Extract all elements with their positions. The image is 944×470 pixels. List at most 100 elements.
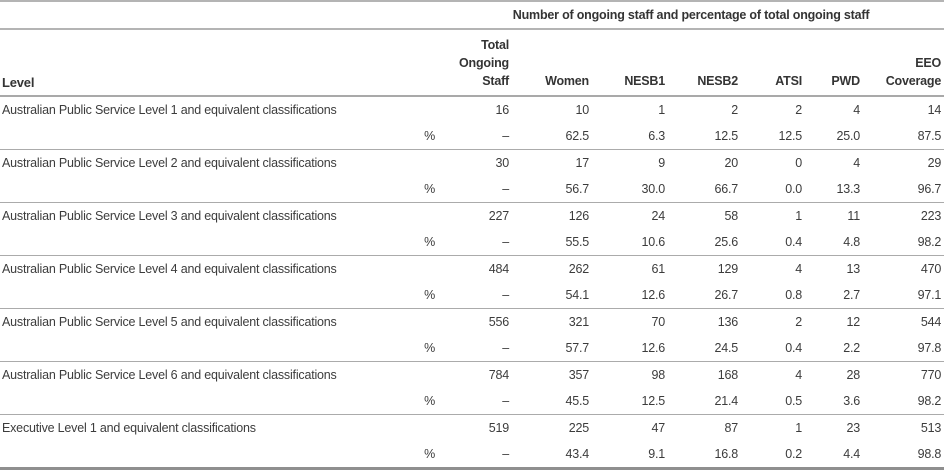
- percent-symbol-cell: [406, 256, 438, 283]
- percent-value-cell: 16.8: [668, 441, 741, 470]
- count-value-cell: 357: [568, 368, 589, 382]
- table-row-counts: Executive Level 1 and equivalent classif…: [0, 415, 944, 442]
- percent-symbol-cell: %: [406, 123, 438, 150]
- count-value-cell: 11: [847, 209, 860, 223]
- count-value-cell: 0: [795, 156, 802, 170]
- count-value-cell: 223: [920, 209, 942, 223]
- table-row-counts: Australian Public Service Level 1 and eq…: [0, 96, 944, 123]
- count-value-cell: 24: [651, 209, 665, 223]
- col-header-nesb2: NESB2: [668, 29, 741, 97]
- col-header-nesb1: NESB1: [592, 29, 668, 97]
- level-cell-empty: [0, 123, 406, 150]
- count-value-cell: 1: [795, 421, 802, 435]
- count-value-cell: 470: [920, 262, 942, 276]
- percent-symbol-cell: [406, 415, 438, 442]
- column-header-row: Level Total Ongoing Staff Women NESB1 NE…: [0, 29, 944, 97]
- count-value-cell: 14: [927, 103, 942, 117]
- table-row-percents: % –45.5 12.5 21.4 0.5 3.6 98.2: [0, 388, 944, 415]
- count-value-cell: 17: [575, 156, 589, 170]
- percent-symbol-cell: %: [406, 441, 438, 470]
- percent-value-cell: 2.2: [805, 335, 863, 362]
- level-cell-empty: [0, 388, 406, 415]
- percent-value-cell: –: [438, 335, 512, 362]
- spanner-spacer: [0, 0, 438, 30]
- count-value-cell: 2: [795, 315, 802, 329]
- count-value-cell: 16: [495, 103, 509, 117]
- percent-symbol-cell: [406, 150, 438, 177]
- count-value-cell: 30: [495, 156, 509, 170]
- count-value-cell: 12: [846, 315, 860, 329]
- percent-value-cell: 26.7: [668, 282, 741, 309]
- percent-value-cell: 97.8: [863, 335, 944, 362]
- count-value-cell: 70: [651, 315, 665, 329]
- percent-symbol-cell: [406, 203, 438, 230]
- level-cell-empty: [0, 441, 406, 470]
- count-value-cell: 770: [920, 368, 942, 382]
- count-value-cell: 784: [488, 368, 509, 382]
- percent-value-cell: 25.6: [668, 229, 741, 256]
- level-cell: Australian Public Service Level 1 and eq…: [2, 103, 337, 117]
- col-header-level: Level: [0, 29, 438, 97]
- table-row-counts: Australian Public Service Level 6 and eq…: [0, 362, 944, 389]
- table-row-percents: % –62.5 6.3 12.5 12.5 25.0 87.5: [0, 123, 944, 150]
- percent-value-cell: 0.8: [741, 282, 805, 309]
- percent-value-cell: 0.0: [741, 176, 805, 203]
- count-value-cell: 1: [658, 103, 665, 117]
- percent-value-cell: 55.5: [512, 229, 592, 256]
- table-row-counts: Australian Public Service Level 5 and eq…: [0, 309, 944, 336]
- table-row-counts: Australian Public Service Level 3 and eq…: [0, 203, 944, 230]
- level-cell: Australian Public Service Level 6 and eq…: [2, 368, 337, 382]
- count-value-cell: 1: [795, 209, 802, 223]
- count-value-cell: 58: [724, 209, 738, 223]
- count-value-cell: 47: [651, 421, 665, 435]
- table-row-counts: Australian Public Service Level 2 and eq…: [0, 150, 944, 177]
- count-value-cell: 556: [488, 315, 509, 329]
- percent-value-cell: 10.6: [592, 229, 668, 256]
- percent-value-cell: 97.1: [863, 282, 944, 309]
- percent-value-cell: 62.5: [512, 123, 592, 150]
- percent-symbol-cell: [406, 309, 438, 336]
- percent-value-cell: 21.4: [668, 388, 741, 415]
- percent-value-cell: 0.4: [741, 335, 805, 362]
- percent-value-cell: 4.8: [805, 229, 863, 256]
- percent-value-cell: 13.3: [805, 176, 863, 203]
- percent-value-cell: 12.6: [592, 282, 668, 309]
- percent-value-cell: 30.0: [592, 176, 668, 203]
- percent-value-cell: 0.4: [741, 229, 805, 256]
- percent-symbol-cell: %: [406, 176, 438, 203]
- spanner-row: Number of ongoing staff and percentage o…: [0, 0, 944, 30]
- count-value-cell: 87: [724, 421, 738, 435]
- count-value-cell: 227: [488, 209, 509, 223]
- count-value-cell: 484: [488, 262, 509, 276]
- count-value-cell: 10: [575, 103, 589, 117]
- table-body: Australian Public Service Level 1 and eq…: [0, 96, 944, 470]
- col-header-atsi: ATSI: [741, 29, 805, 97]
- table-row-percents: % –56.7 30.0 66.7 0.0 13.3 96.7: [0, 176, 944, 203]
- table-row-percents: % –57.7 12.6 24.5 0.4 2.2 97.8: [0, 335, 944, 362]
- col-header-total-ongoing-staff: Total Ongoing Staff: [438, 29, 512, 97]
- col-header-women: Women: [512, 29, 592, 97]
- percent-value-cell: 9.1: [592, 441, 668, 470]
- count-value-cell: 262: [568, 262, 589, 276]
- table-row-percents: % –54.1 12.6 26.7 0.8 2.7 97.1: [0, 282, 944, 309]
- count-value-cell: 2: [731, 103, 738, 117]
- percent-value-cell: 56.7: [512, 176, 592, 203]
- level-cell: Australian Public Service Level 4 and eq…: [2, 262, 337, 276]
- percent-value-cell: 57.7: [512, 335, 592, 362]
- table-head: Number of ongoing staff and percentage o…: [0, 0, 944, 97]
- percent-value-cell: 4.4: [805, 441, 863, 470]
- count-value-cell: 519: [488, 421, 509, 435]
- col-header-pwd: PWD: [805, 29, 863, 97]
- table-row-counts: Australian Public Service Level 4 and eq…: [0, 256, 944, 283]
- percent-value-cell: 12.5: [741, 123, 805, 150]
- percent-value-cell: 66.7: [668, 176, 741, 203]
- table-row-percents: % –55.5 10.6 25.6 0.4 4.8 98.2: [0, 229, 944, 256]
- count-value-cell: 544: [920, 315, 942, 329]
- percent-symbol-cell: %: [406, 388, 438, 415]
- level-cell: Australian Public Service Level 5 and eq…: [2, 315, 337, 329]
- percent-value-cell: –: [438, 441, 512, 470]
- count-value-cell: 20: [724, 156, 738, 170]
- percent-value-cell: 43.4: [512, 441, 592, 470]
- percent-value-cell: 25.0: [805, 123, 863, 150]
